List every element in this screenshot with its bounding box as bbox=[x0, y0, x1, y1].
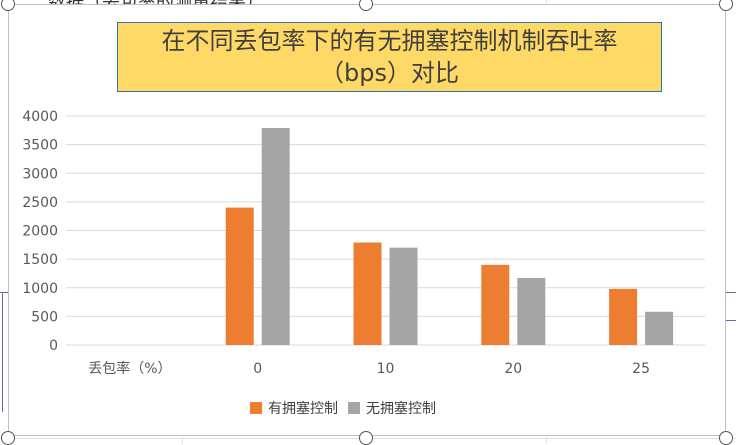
bar-1-cat-25 bbox=[609, 288, 638, 345]
legend-label: 有拥塞控制 bbox=[268, 401, 338, 417]
resize-handle[interactable] bbox=[359, 0, 373, 11]
y-tick-label: 1000 bbox=[22, 281, 58, 297]
legend-item-series-2: 无拥塞控制 bbox=[348, 398, 436, 418]
y-tick-label: 3000 bbox=[22, 166, 58, 182]
bar-1-cat-0 bbox=[225, 207, 254, 345]
x-tick-label: 0 bbox=[253, 361, 262, 377]
legend-label: 无拥塞控制 bbox=[366, 401, 436, 417]
resize-handle[interactable] bbox=[719, 431, 733, 445]
bar-1-cat-10 bbox=[353, 242, 382, 345]
y-tick-label: 2000 bbox=[22, 224, 58, 240]
bar-1-cat-20 bbox=[481, 264, 510, 345]
resize-handle[interactable] bbox=[1, 431, 15, 445]
x-axis-label: 丢包率（%） bbox=[88, 360, 171, 377]
y-tick-label: 500 bbox=[31, 309, 58, 325]
legend-swatch bbox=[348, 402, 360, 414]
y-tick-label: 3500 bbox=[22, 138, 58, 154]
sheet-border-line bbox=[2, 292, 3, 412]
bar-2-cat-10 bbox=[389, 247, 418, 345]
resize-handle[interactable] bbox=[359, 431, 373, 445]
sheet-border-line bbox=[0, 292, 8, 293]
chart-title-line: 在不同丢包率下的有无拥塞控制机制吞吐率 bbox=[161, 27, 618, 55]
bar-2-cat-25 bbox=[645, 311, 674, 345]
legend-item-series-1: 有拥塞控制 bbox=[250, 398, 338, 418]
resize-handle[interactable] bbox=[719, 0, 733, 11]
bar-2-cat-20 bbox=[517, 278, 546, 345]
chart-title[interactable]: 在不同丢包率下的有无拥塞控制机制吞吐率 （bps）对比 bbox=[117, 22, 662, 92]
chart-title-line: （bps）对比 bbox=[320, 59, 459, 87]
y-tick-label: 1500 bbox=[22, 252, 58, 268]
x-tick-label: 25 bbox=[632, 361, 650, 377]
sheet-border-line bbox=[726, 292, 736, 293]
resize-handle[interactable] bbox=[1, 0, 15, 11]
legend[interactable]: 有拥塞控制 无拥塞控制 bbox=[250, 398, 446, 418]
y-tick-label: 0 bbox=[49, 338, 58, 354]
bar-2-cat-0 bbox=[261, 128, 290, 345]
x-tick-label: 10 bbox=[377, 361, 395, 377]
y-tick-label: 2500 bbox=[22, 195, 58, 211]
x-tick-label: 20 bbox=[504, 361, 522, 377]
sheet-border-line bbox=[726, 320, 736, 321]
legend-swatch bbox=[250, 402, 262, 414]
y-tick-label: 4000 bbox=[22, 109, 58, 125]
